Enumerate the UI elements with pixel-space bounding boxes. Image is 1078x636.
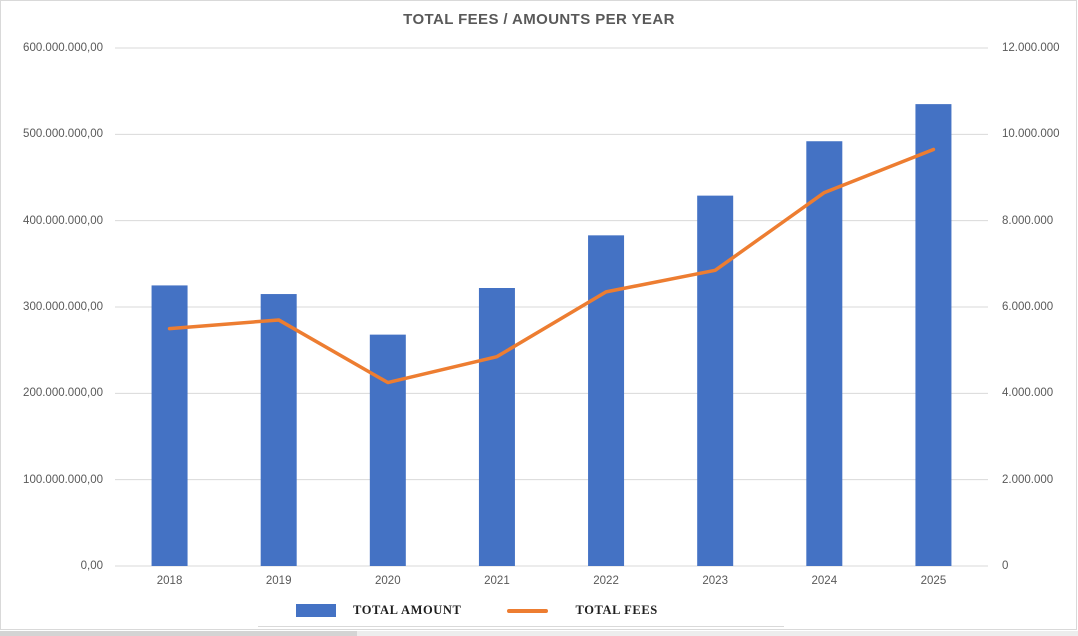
right-axis-tick: 2.000.000 xyxy=(1002,473,1054,486)
x-axis-label-2020: 2020 xyxy=(375,575,401,587)
right-axis-tick: 0 xyxy=(1002,560,1009,572)
legend-item-total-amount: TOTAL AMOUNT xyxy=(296,603,462,618)
left-axis-tick: 400.000.000,00 xyxy=(23,214,103,227)
bar-2023 xyxy=(697,195,734,566)
bar-2022 xyxy=(588,235,625,567)
left-axis-tick: 100.000.000,00 xyxy=(23,473,103,486)
right-axis-tick: 8.000.000 xyxy=(1002,214,1054,227)
right-axis-tick: 12.000.000 xyxy=(1002,42,1060,54)
bar-2019 xyxy=(260,294,297,566)
total-fees-swatch-icon xyxy=(506,608,548,613)
x-axis-label-2018: 2018 xyxy=(156,575,183,587)
x-axis-label-2024: 2024 xyxy=(811,575,838,587)
total-amount-swatch-icon xyxy=(296,604,336,617)
left-axis-tick: 200.000.000,00 xyxy=(23,387,103,400)
bar-2021 xyxy=(478,288,515,566)
x-axis-label-2021: 2021 xyxy=(484,575,510,587)
legend-label-total-amount: TOTAL AMOUNT xyxy=(353,603,462,617)
legend-item-total-fees: TOTAL FEES xyxy=(462,603,658,618)
x-axis-label-2023: 2023 xyxy=(702,575,728,587)
bar-2018 xyxy=(151,285,188,566)
bar-2020 xyxy=(369,334,406,566)
right-axis-tick: 4.000.000 xyxy=(1002,387,1054,400)
left-axis-tick: 300.000.000,00 xyxy=(23,301,103,313)
x-axis-label-2019: 2019 xyxy=(265,575,292,587)
left-axis-tick: 500.000.000,00 xyxy=(23,128,103,141)
worksheet-cell-border xyxy=(258,626,784,627)
worksheet-bottom-strip-dark xyxy=(0,631,357,636)
right-axis-tick: 10.000.000 xyxy=(1002,128,1060,141)
fees-line xyxy=(167,147,936,385)
bar-2025 xyxy=(915,104,952,566)
right-axis-tick: 6.000.000 xyxy=(1002,301,1054,313)
worksheet-bottom-strip-light xyxy=(357,631,1078,636)
legend-label-total-fees: TOTAL FEES xyxy=(575,603,658,617)
x-axis-label-2022: 2022 xyxy=(593,575,619,587)
legend: TOTAL AMOUNT TOTAL FEES xyxy=(296,602,658,619)
bar-2024 xyxy=(806,141,843,567)
left-axis-tick: 600.000.000,00 xyxy=(23,42,103,54)
chart-title: TOTAL FEES / AMOUNTS PER YEAR xyxy=(403,11,675,28)
x-axis-label-2025: 2025 xyxy=(920,575,947,587)
left-axis-tick: 0,00 xyxy=(80,560,103,572)
